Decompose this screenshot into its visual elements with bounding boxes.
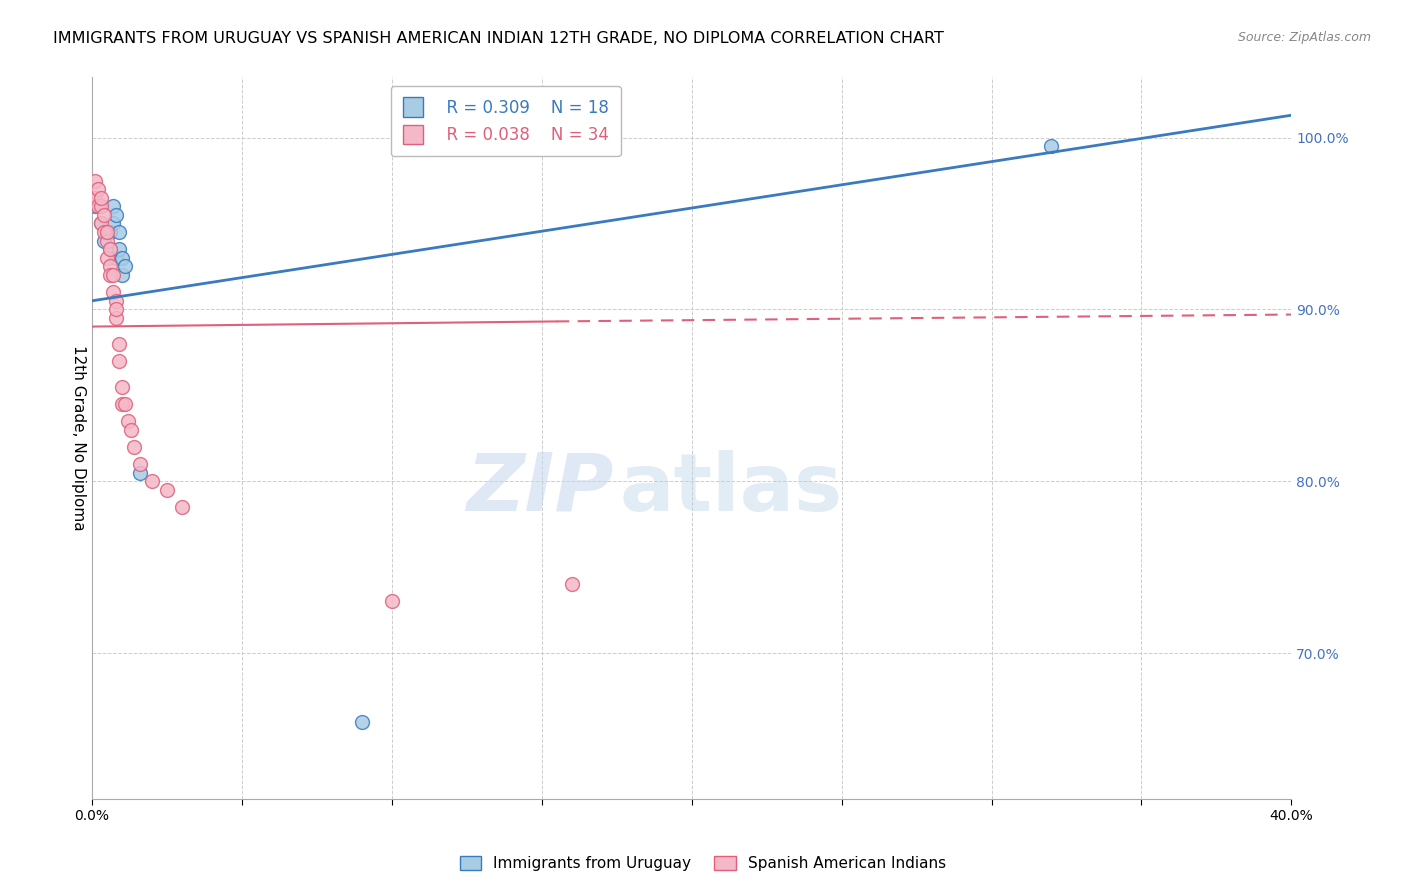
Point <box>93 225 115 239</box>
Point <box>105 208 128 222</box>
Point <box>93 208 115 222</box>
Point <box>101 285 124 300</box>
Point <box>96 251 118 265</box>
Point <box>117 414 139 428</box>
Point <box>96 225 118 239</box>
Legend: Immigrants from Uruguay, Spanish American Indians: Immigrants from Uruguay, Spanish America… <box>454 850 952 877</box>
Point <box>101 199 124 213</box>
Point <box>98 225 121 239</box>
Point <box>105 251 128 265</box>
Point <box>111 397 134 411</box>
Point <box>101 268 124 282</box>
Point <box>84 173 107 187</box>
Point <box>98 242 121 256</box>
Point <box>111 380 134 394</box>
Point <box>129 457 152 471</box>
Point <box>108 242 131 256</box>
Point <box>114 260 136 274</box>
Point <box>561 577 583 591</box>
Point <box>350 714 373 729</box>
Point <box>96 225 118 239</box>
Point <box>90 217 112 231</box>
Point <box>90 217 112 231</box>
Point <box>90 191 112 205</box>
Point <box>156 483 179 497</box>
Point <box>93 234 115 248</box>
Point <box>120 423 142 437</box>
Point <box>1040 139 1063 153</box>
Point <box>84 191 107 205</box>
Y-axis label: 12th Grade, No Diploma: 12th Grade, No Diploma <box>72 345 86 531</box>
Point <box>129 466 152 480</box>
Text: IMMIGRANTS FROM URUGUAY VS SPANISH AMERICAN INDIAN 12TH GRADE, NO DIPLOMA CORREL: IMMIGRANTS FROM URUGUAY VS SPANISH AMERI… <box>53 31 945 46</box>
Point <box>111 251 134 265</box>
Point <box>114 397 136 411</box>
Point <box>141 474 163 488</box>
Point <box>111 268 134 282</box>
Point <box>108 336 131 351</box>
Point <box>108 225 131 239</box>
Point <box>84 199 107 213</box>
Point <box>105 293 128 308</box>
Point <box>98 260 121 274</box>
Text: Source: ZipAtlas.com: Source: ZipAtlas.com <box>1237 31 1371 45</box>
Point <box>87 199 110 213</box>
Point <box>105 302 128 317</box>
Text: atlas: atlas <box>620 450 842 528</box>
Point <box>105 310 128 325</box>
Point <box>381 594 404 608</box>
Legend:   R = 0.309    N = 18,   R = 0.038    N = 34: R = 0.309 N = 18, R = 0.038 N = 34 <box>391 86 620 156</box>
Point <box>108 354 131 368</box>
Point <box>96 234 118 248</box>
Point <box>122 440 145 454</box>
Point <box>98 268 121 282</box>
Point <box>90 199 112 213</box>
Point <box>170 500 193 514</box>
Point <box>101 217 124 231</box>
Text: ZIP: ZIP <box>467 450 614 528</box>
Point <box>87 182 110 196</box>
Point <box>98 242 121 256</box>
